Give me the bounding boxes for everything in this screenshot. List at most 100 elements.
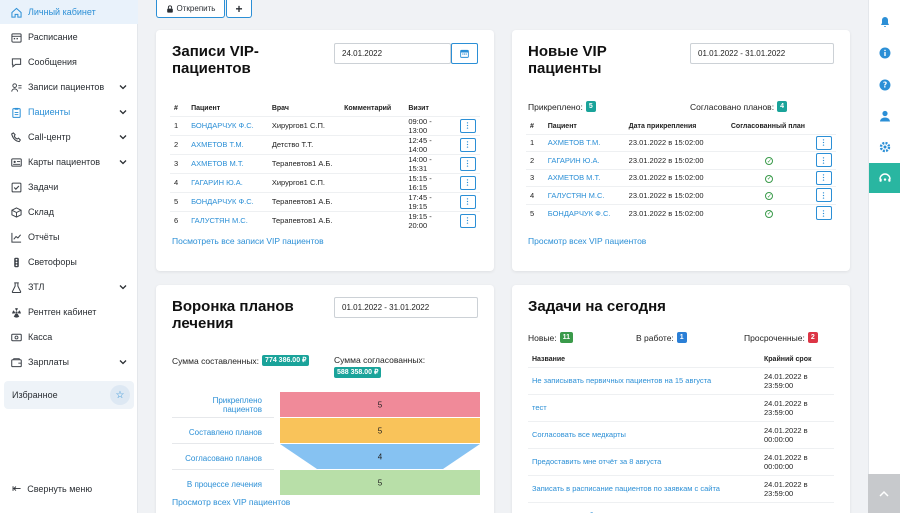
sidebar-item-9[interactable]: Отчёты [0, 225, 138, 249]
patient-link[interactable]: АХМЕТОВ Т.М. [543, 133, 625, 152]
patient-link[interactable]: ГАГАРИН Ю.А. [543, 151, 625, 169]
row-actions-button[interactable] [459, 118, 476, 133]
tasks-overdue-badge: 2 [807, 332, 818, 343]
deadline-cell: 24.01.2022 в 23:59:00 [760, 474, 834, 502]
funnel-stage-label[interactable]: Согласовано планов [185, 454, 262, 463]
sidebar-item-8[interactable]: Склад [0, 200, 138, 224]
row-actions-button[interactable] [815, 206, 832, 220]
bell-icon[interactable] [869, 7, 900, 37]
new-vip-date-range-value: 01.01.2022 - 31.01.2022 [698, 49, 786, 58]
patient-link[interactable]: АХМЕТОВ М.Т. [187, 153, 268, 173]
collapse-menu-button[interactable]: ⇤ Свернуть меню [12, 482, 92, 495]
sum-agreed-badge: 588 358.00 ₽ [334, 367, 382, 378]
row-actions-button[interactable] [815, 170, 832, 185]
actions-cell [811, 168, 836, 187]
row-actions-button[interactable] [459, 137, 476, 152]
gear-icon[interactable] [869, 132, 900, 162]
sidebar-item-13[interactable]: Касса [0, 325, 138, 349]
visit-cell: 15:15 - 16:15 [404, 172, 456, 192]
patient-link[interactable]: БОНДАРЧУК Ф.С. [543, 203, 625, 222]
funnel-stage-bar [280, 418, 480, 443]
vip-records-date-input[interactable]: 24.01.2022 [334, 43, 451, 64]
sidebar-item-14[interactable]: Зарплаты [0, 350, 138, 374]
sidebar-item-5[interactable]: Call-центр [0, 125, 138, 149]
new-vip-agreed: Согласовано планов: 4 [690, 101, 787, 112]
sidebar-item-2[interactable]: Сообщения [0, 50, 138, 74]
row-actions-button[interactable] [459, 194, 476, 209]
task-link[interactable]: Сделать список брекет-систем которые исп… [528, 501, 760, 513]
funnel-date-range-value: 01.01.2022 - 31.01.2022 [342, 303, 430, 312]
add-widget-button[interactable]: + [226, 0, 252, 18]
comment-cell [340, 134, 405, 154]
row-actions-button[interactable] [815, 188, 832, 203]
tasks-inwork: В работе: 1 [636, 332, 687, 343]
sidebar-item-7[interactable]: Задачи [0, 175, 138, 199]
sidebar-item-1[interactable]: Расписание [0, 25, 138, 49]
funnel-date-range-input[interactable]: 01.01.2022 - 31.01.2022 [334, 297, 478, 318]
sidebar-item-4[interactable]: Пациенты [0, 100, 138, 124]
help-icon[interactable]: ? [869, 70, 900, 100]
comment-cell [340, 210, 405, 230]
table-row: 6 ГАЛУСТЯН М.С. Терапевтов1 А.Б. 19:15 - 20… [170, 210, 480, 230]
clipboard-icon [10, 106, 22, 118]
row-actions-button[interactable] [815, 135, 832, 150]
chevron-down-icon [118, 282, 128, 292]
new-vip-more-link[interactable]: Просмотр всех VIP пациентов [528, 236, 647, 246]
patient-link[interactable]: АХМЕТОВ М.Т. [543, 168, 625, 187]
funnel-stage-bar [280, 444, 480, 469]
sidebar-item-6[interactable]: Карты пациентов [0, 150, 138, 174]
funnel-stage-value: 4 [378, 453, 383, 462]
funnel-more-link[interactable]: Просмотр всех VIP пациентов [172, 497, 291, 507]
sidebar-item-12[interactable]: Рентген кабинет [0, 300, 138, 324]
collapse-arrow-icon: ⇤ [12, 483, 22, 495]
comment-cell [340, 191, 405, 211]
tasks-new: Новые: 11 [528, 332, 573, 343]
funnel-stage-label[interactable]: Прикреплено пациентов [212, 395, 262, 414]
funnel-stage-label[interactable]: Составлено планов [188, 428, 262, 437]
favorites-section[interactable]: Избранное ☆ [4, 381, 134, 409]
calendar-button[interactable] [451, 43, 478, 64]
patient-link[interactable]: БОНДАРЧУК Ф.С. [187, 115, 268, 135]
row-actions-button[interactable] [459, 213, 476, 228]
row-actions-button[interactable] [459, 156, 476, 171]
task-link[interactable]: Согласовать все медкарты [528, 420, 760, 448]
table-row: 3 АХМЕТОВ М.Т. Терапевтов1 А.Б. 14:00 - 15:… [170, 153, 480, 173]
column-header: Пациент [547, 123, 577, 131]
sidebar-item-0[interactable]: Личный кабинет [0, 0, 138, 24]
vip-records-table: # Пациент Врач Комментарий Визит 1 БОНДАРЧУК … [170, 102, 480, 230]
actions-cell [455, 172, 480, 192]
patient-link[interactable]: АХМЕТОВ Т.М. [187, 134, 268, 154]
star-icon[interactable]: ☆ [110, 385, 130, 405]
patient-link[interactable]: БОНДАРЧУК Ф.С. [187, 191, 268, 211]
sidebar-item-label: Личный кабинет [28, 7, 96, 17]
doctor-cell: Хирургов1 С.П. [267, 115, 341, 135]
task-link[interactable]: тест [528, 393, 760, 421]
sidebar-item-label: Задачи [28, 182, 59, 192]
funnel-stage-bar [280, 392, 480, 417]
patient-link[interactable]: ГАЛУСТЯН М.С. [543, 186, 625, 204]
info-icon[interactable] [869, 38, 900, 68]
task-link[interactable]: Не записывать первичных пациентов на 15 … [528, 366, 760, 394]
sidebar-item-10[interactable]: Светофоры [0, 250, 138, 274]
sidebar-item-3[interactable]: Записи пациентов [0, 75, 138, 99]
sidebar-item-label: Рентген кабинет [28, 307, 97, 317]
task-link[interactable]: Предоставить мне отчёт за 8 августа [528, 447, 760, 475]
operator-icon[interactable] [869, 163, 900, 193]
doctor-cell: Терапевтов1 А.Б. [267, 210, 341, 230]
sidebar-item-11[interactable]: ЗТЛ [0, 275, 138, 299]
patient-link[interactable]: ГАЛУСТЯН М.С. [187, 210, 268, 230]
row-actions-button[interactable] [815, 153, 832, 168]
task-link[interactable]: Записать в расписание пациентов по заявк… [528, 474, 760, 502]
row-actions-button[interactable] [459, 175, 476, 190]
unpin-button[interactable]: Открепить [156, 0, 225, 18]
user-icon[interactable] [869, 101, 900, 131]
more-vertical-icon [823, 174, 825, 182]
tasks-title: Задачи на сегодня [528, 298, 666, 315]
actions-cell [811, 203, 836, 222]
funnel-stage-label[interactable]: В процессе лечения [186, 480, 262, 489]
vip-records-more-link[interactable]: Посмотреть все записи VIP пациентов [172, 236, 324, 246]
patient-link[interactable]: ГАГАРИН Ю.А. [187, 172, 268, 192]
new-vip-date-range-input[interactable]: 01.01.2022 - 31.01.2022 [690, 43, 834, 64]
table-row: Не записывать первичных пациентов на 15 … [528, 366, 834, 394]
scroll-top-button[interactable] [868, 474, 900, 513]
